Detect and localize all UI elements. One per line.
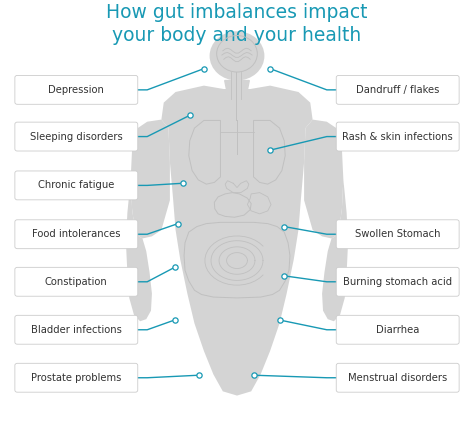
FancyBboxPatch shape	[336, 122, 459, 151]
Text: Depression: Depression	[48, 85, 104, 95]
Polygon shape	[131, 120, 170, 239]
FancyBboxPatch shape	[15, 363, 138, 392]
Text: Burning stomach acid: Burning stomach acid	[343, 277, 452, 287]
FancyBboxPatch shape	[15, 220, 138, 249]
FancyBboxPatch shape	[336, 315, 459, 344]
Text: How gut imbalances impact
your body and your health: How gut imbalances impact your body and …	[106, 3, 368, 45]
Circle shape	[210, 31, 264, 81]
Text: Food intolerances: Food intolerances	[32, 229, 120, 239]
Text: Dandruff / flakes: Dandruff / flakes	[356, 85, 439, 95]
FancyBboxPatch shape	[15, 268, 138, 296]
FancyBboxPatch shape	[15, 75, 138, 104]
FancyBboxPatch shape	[336, 75, 459, 104]
Text: Chronic fatigue: Chronic fatigue	[38, 180, 115, 190]
FancyBboxPatch shape	[15, 171, 138, 200]
Text: Rash & skin infections: Rash & skin infections	[342, 132, 453, 141]
Polygon shape	[161, 86, 313, 396]
FancyBboxPatch shape	[336, 268, 459, 296]
Polygon shape	[126, 179, 152, 321]
Text: Constipation: Constipation	[45, 277, 108, 287]
FancyBboxPatch shape	[15, 315, 138, 344]
Text: Menstrual disorders: Menstrual disorders	[348, 373, 447, 383]
Text: Sleeping disorders: Sleeping disorders	[30, 132, 123, 141]
FancyBboxPatch shape	[336, 220, 459, 249]
Text: Diarrhea: Diarrhea	[376, 325, 419, 335]
Polygon shape	[225, 81, 249, 90]
FancyBboxPatch shape	[15, 122, 138, 151]
Polygon shape	[322, 179, 348, 321]
Polygon shape	[304, 120, 343, 239]
FancyBboxPatch shape	[336, 363, 459, 392]
Text: Bladder infections: Bladder infections	[31, 325, 122, 335]
Text: Prostate problems: Prostate problems	[31, 373, 121, 383]
Text: Swollen Stomach: Swollen Stomach	[355, 229, 440, 239]
